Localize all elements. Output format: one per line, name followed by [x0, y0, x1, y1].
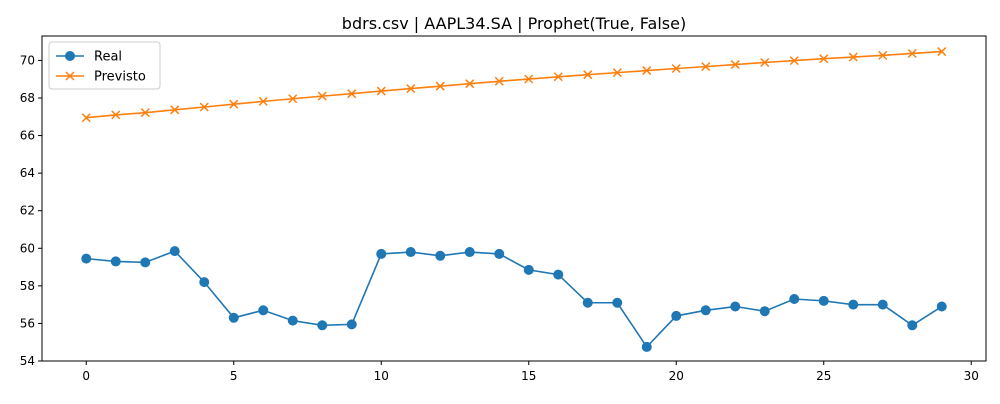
y-tick-label: 70 [20, 53, 35, 67]
y-tick-label: 58 [20, 279, 35, 293]
y-tick-label: 56 [20, 316, 35, 330]
legend-marker-previsto [65, 71, 75, 81]
legend: Real Previsto [48, 41, 161, 90]
x-tick-label: 5 [230, 369, 238, 383]
data-point-real [907, 320, 918, 331]
data-point-real [287, 315, 298, 326]
data-point-previsto [701, 62, 711, 72]
data-point-previsto [671, 63, 681, 74]
y-tick-label: 64 [20, 166, 35, 180]
data-point-previsto [907, 48, 917, 59]
y-tick-label: 54 [20, 354, 35, 368]
data-point-previsto [612, 68, 622, 78]
axis-ticks: 0 5 10 15 20 25 30 54 56 58 60 62 64 66 68 70 [20, 53, 979, 383]
data-point-real [759, 306, 770, 317]
data-point-real [700, 305, 711, 316]
data-point-previsto [258, 96, 268, 106]
data-point-real [346, 319, 357, 330]
x-tick-label: 20 [669, 369, 684, 383]
data-point-real [523, 264, 534, 275]
data-point-previsto [553, 72, 563, 82]
data-point-real [140, 257, 151, 268]
series-line-previsto [86, 50, 942, 119]
data-point-real [936, 301, 947, 312]
data-point-real [494, 248, 505, 259]
data-point-previsto [583, 70, 593, 80]
data-point-previsto [376, 86, 386, 96]
data-point-previsto [524, 74, 534, 84]
data-point-previsto [848, 52, 858, 62]
data-point-real [848, 299, 859, 310]
data-point-previsto [937, 47, 947, 57]
data-point-real [110, 256, 121, 267]
series-line-real [86, 250, 943, 349]
data-point-real [258, 305, 269, 316]
y-tick-label: 68 [20, 91, 35, 105]
series-previsto [81, 47, 947, 123]
data-point-previsto [81, 113, 91, 123]
data-point-previsto [642, 66, 652, 76]
x-tick-label: 25 [816, 369, 831, 383]
data-point-real [228, 312, 239, 323]
data-point-previsto [140, 108, 150, 118]
data-point-real [671, 310, 682, 321]
data-point-real [730, 301, 741, 312]
data-point-previsto [878, 50, 888, 60]
data-point-previsto [199, 102, 209, 112]
series-real [81, 246, 947, 352]
data-point-previsto [288, 94, 298, 104]
y-tick-label: 62 [20, 204, 35, 218]
data-point-real [818, 295, 829, 306]
data-point-previsto [789, 56, 799, 66]
x-tick-label: 15 [521, 369, 536, 383]
plot-frame [41, 35, 987, 362]
data-point-previsto [170, 105, 180, 115]
data-point-previsto [406, 84, 416, 94]
data-point-real [877, 299, 888, 310]
x-tick-label: 30 [964, 369, 979, 383]
legend-label-previsto: Previsto [94, 70, 146, 85]
data-point-previsto [760, 57, 770, 68]
data-point-previsto [465, 79, 475, 89]
legend-entry-previsto: Previsto [56, 70, 146, 85]
data-point-real [582, 297, 593, 308]
data-point-real [199, 277, 210, 288]
data-point-previsto [435, 81, 445, 91]
data-point-previsto [730, 60, 740, 70]
data-point-real [169, 246, 180, 257]
data-point-real [641, 341, 652, 352]
data-point-real [612, 297, 623, 308]
data-point-previsto [819, 54, 829, 64]
data-point-real [464, 247, 475, 258]
data-point-previsto [494, 76, 504, 86]
x-tick-label: 10 [374, 369, 389, 383]
chart-title: bdrs.csv | AAPL34.SA | Prophet(True, Fal… [342, 14, 686, 33]
data-point-real [376, 248, 387, 259]
data-point-previsto [347, 89, 357, 99]
data-point-real [553, 269, 564, 280]
legend-entry-real: Real [56, 50, 122, 65]
data-point-real [789, 294, 800, 305]
data-point-previsto [111, 110, 121, 120]
data-point-real [81, 253, 92, 264]
data-point-previsto [229, 99, 239, 109]
legend-marker-real [65, 51, 75, 61]
series-layer [81, 47, 947, 352]
y-tick-label: 66 [20, 129, 35, 143]
data-point-real [435, 250, 446, 261]
data-point-real [317, 320, 328, 331]
data-point-previsto [317, 91, 327, 101]
x-tick-label: 0 [82, 369, 90, 383]
y-tick-label: 60 [20, 241, 35, 255]
data-point-real [405, 247, 416, 258]
legend-label-real: Real [94, 50, 122, 65]
legend-box [48, 41, 161, 90]
